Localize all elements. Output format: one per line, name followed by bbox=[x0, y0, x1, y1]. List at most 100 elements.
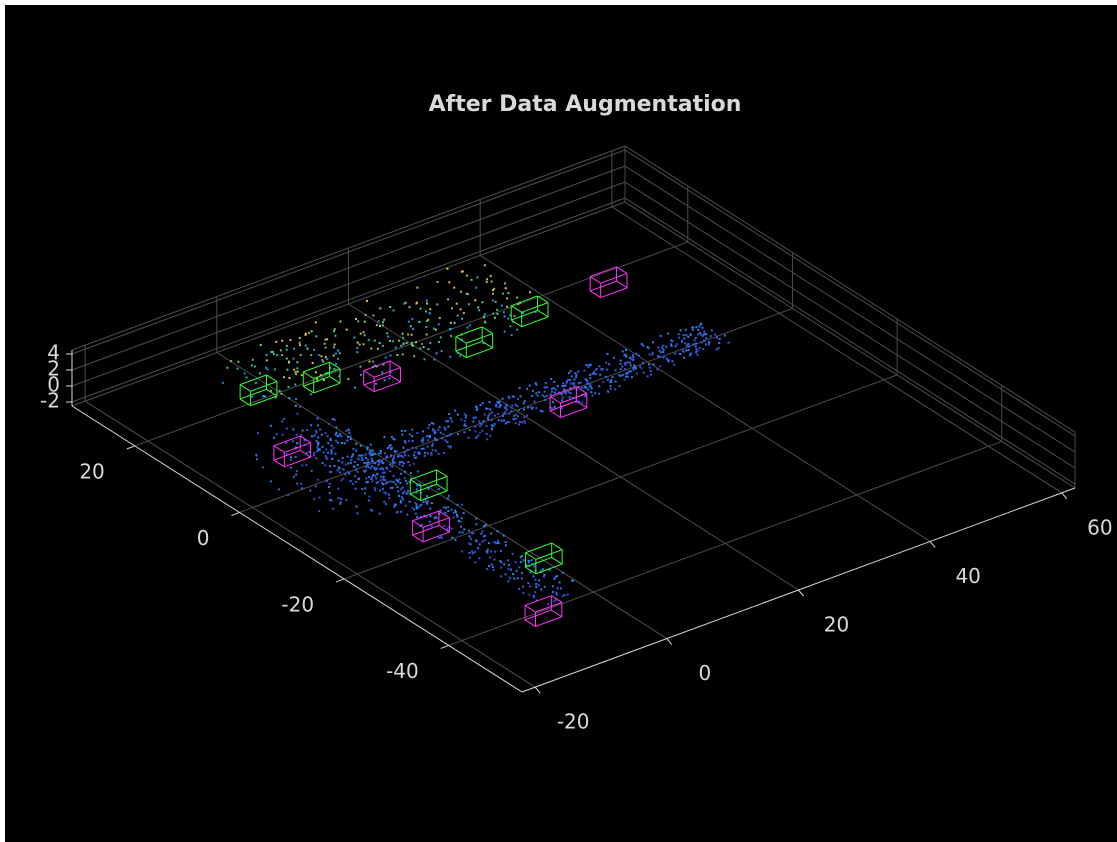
point bbox=[543, 390, 546, 393]
point bbox=[371, 449, 374, 452]
point bbox=[311, 435, 314, 438]
point bbox=[388, 377, 391, 380]
point bbox=[292, 428, 295, 431]
point bbox=[609, 387, 612, 390]
point bbox=[479, 404, 482, 407]
grid-line bbox=[239, 307, 793, 513]
point bbox=[562, 388, 565, 391]
point bbox=[468, 542, 471, 545]
object-box bbox=[420, 476, 448, 487]
object-box bbox=[409, 493, 422, 502]
point bbox=[517, 415, 520, 418]
point bbox=[572, 382, 575, 385]
point bbox=[564, 384, 567, 387]
point bbox=[521, 421, 524, 424]
point bbox=[665, 345, 668, 348]
point bbox=[556, 385, 559, 388]
point bbox=[495, 405, 498, 408]
point bbox=[415, 491, 418, 494]
point bbox=[438, 425, 441, 428]
point bbox=[609, 385, 612, 388]
point bbox=[400, 429, 403, 432]
point bbox=[402, 492, 405, 495]
object-box bbox=[313, 368, 341, 379]
point bbox=[383, 500, 386, 503]
point bbox=[274, 396, 277, 399]
point bbox=[380, 466, 383, 469]
point bbox=[618, 374, 621, 377]
point bbox=[619, 374, 622, 377]
point bbox=[456, 433, 459, 436]
point bbox=[380, 481, 383, 484]
point bbox=[514, 417, 517, 420]
point bbox=[575, 373, 578, 376]
point bbox=[506, 305, 509, 308]
z-tick-label: -2 bbox=[40, 389, 60, 413]
point bbox=[459, 354, 462, 357]
point bbox=[378, 325, 381, 328]
point bbox=[703, 330, 706, 333]
point bbox=[518, 423, 521, 426]
grid-line bbox=[134, 241, 688, 447]
point bbox=[504, 282, 507, 285]
point bbox=[490, 532, 493, 535]
grid-line bbox=[343, 374, 898, 580]
point bbox=[367, 461, 370, 464]
point bbox=[415, 447, 418, 450]
point bbox=[389, 480, 392, 483]
point bbox=[386, 332, 389, 335]
point bbox=[226, 366, 229, 369]
point bbox=[375, 481, 378, 484]
point bbox=[502, 534, 505, 537]
point bbox=[379, 452, 382, 455]
point bbox=[509, 325, 512, 328]
box-edge bbox=[71, 145, 626, 351]
point bbox=[325, 448, 328, 451]
point bbox=[577, 382, 580, 385]
point bbox=[500, 575, 503, 578]
point bbox=[589, 377, 592, 380]
point bbox=[490, 424, 493, 427]
point bbox=[474, 425, 477, 428]
point bbox=[477, 306, 480, 309]
point bbox=[403, 302, 406, 305]
object-box bbox=[412, 510, 440, 522]
point bbox=[383, 379, 386, 382]
point bbox=[429, 507, 432, 510]
point bbox=[454, 511, 457, 514]
point bbox=[324, 372, 327, 375]
object-box bbox=[521, 316, 549, 328]
point bbox=[696, 349, 699, 352]
point bbox=[397, 455, 400, 458]
point bbox=[640, 367, 643, 370]
point bbox=[432, 422, 435, 425]
point bbox=[332, 354, 335, 357]
point bbox=[522, 402, 525, 405]
object-box bbox=[373, 367, 401, 378]
point bbox=[504, 422, 507, 425]
point bbox=[400, 344, 403, 347]
point bbox=[689, 352, 692, 355]
point bbox=[591, 372, 594, 375]
point bbox=[486, 551, 489, 554]
point bbox=[414, 341, 417, 344]
point bbox=[457, 519, 460, 522]
point bbox=[637, 354, 640, 357]
point bbox=[480, 532, 483, 535]
point bbox=[475, 406, 478, 409]
object-box bbox=[299, 435, 311, 444]
point bbox=[531, 389, 534, 392]
x-tick bbox=[798, 589, 804, 597]
point bbox=[500, 561, 503, 564]
box-edge bbox=[71, 201, 626, 407]
object-box bbox=[363, 370, 375, 378]
point bbox=[411, 440, 414, 443]
point bbox=[692, 328, 695, 331]
point bbox=[346, 439, 349, 442]
point bbox=[338, 375, 341, 378]
point bbox=[388, 444, 391, 447]
point bbox=[577, 386, 580, 389]
point bbox=[433, 517, 436, 520]
point bbox=[354, 318, 357, 321]
point bbox=[447, 494, 450, 497]
